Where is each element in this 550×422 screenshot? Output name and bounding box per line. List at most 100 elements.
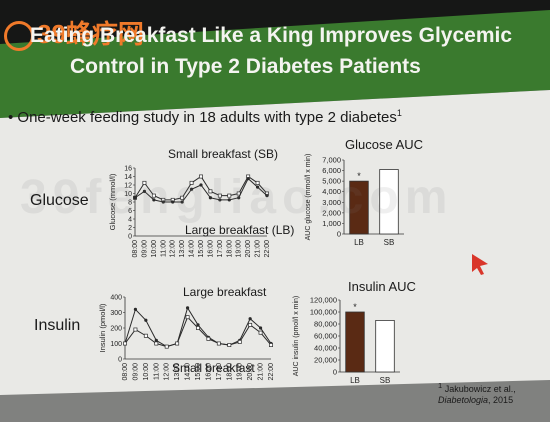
glucose-line-y-tick-label: 2 — [128, 225, 132, 232]
glucose-line-x-tick-label: 14:00 — [189, 240, 196, 258]
insulin-line-x-tick-label: 20:00 — [247, 363, 254, 381]
glucose-auc-y-tick-label: 6,000 — [322, 166, 341, 175]
insulin-auc-y-tick-label: 0 — [333, 368, 337, 377]
flower-icon — [4, 21, 34, 52]
glucose-line-y-tick-label: 0 — [128, 234, 132, 241]
glucose-line-point — [189, 180, 194, 185]
insulin-line-y-tick-label: 100 — [110, 341, 122, 348]
insulin-line-point — [196, 326, 200, 330]
insulin-line-x-tick-label: 18:00 — [226, 363, 233, 381]
bullet-footnote-mark: 1 — [396, 108, 402, 118]
glucose-auc-y-tick-label: 3,000 — [322, 198, 341, 207]
insulin-line-point — [206, 336, 211, 341]
insulin-line-point — [269, 343, 273, 348]
insulin-line-point — [143, 333, 148, 338]
glucose-line-x-tick-label: 17:00 — [217, 240, 224, 258]
insulin-auc-y-tick-label: 20,000 — [314, 356, 337, 365]
glucose-line-point — [180, 200, 184, 204]
insulin-line-y-axis-label: Insulin (pmol/l) — [98, 303, 107, 352]
glucose-line-x-tick-label: 11:00 — [160, 240, 167, 257]
row-label-insulin: Insulin — [34, 317, 81, 334]
glucose-line-x-tick-label: 13:00 — [179, 240, 186, 258]
glucose-line-point — [142, 180, 147, 185]
annotation-small-breakfast: Small breakfast — [172, 361, 255, 375]
insulin-auc-y-tick-label: 120,000 — [310, 296, 337, 305]
glucose-auc-y-tick-label: 1,000 — [322, 219, 341, 228]
glucose-line-point — [255, 185, 260, 189]
insulin-auc-significance-mark: * — [353, 302, 357, 312]
site-logo: 39蜂疗网 — [4, 14, 144, 52]
glucose-line-point — [208, 196, 213, 200]
insulin-line-x-tick-label: 13:00 — [174, 363, 181, 381]
study-bullet: • One-week feeding study in 18 adults wi… — [8, 108, 402, 126]
glucose-auc-y-tick-label: 4,000 — [322, 187, 341, 196]
insulin-line-point — [227, 343, 232, 348]
glucose-line-point — [171, 200, 175, 204]
glucose-auc-significance-mark: * — [357, 171, 361, 181]
glucose-line-point — [246, 177, 250, 181]
glucose-line-point — [208, 189, 213, 194]
row-label-glucose: Glucose — [30, 192, 89, 209]
slide-title-line2: Control in Type 2 Diabetes Patients — [70, 55, 421, 78]
insulin-auc-bar-chart: 0 20,000 40,000 60,000 80,000 100,000 120,000 A… — [293, 296, 400, 385]
insulin-line-x-tick-label: 19:00 — [237, 363, 244, 381]
insulin-line-chart: 0 100 200 300 400 08:00 09:00 10:00 11:00 12:00 13… — [98, 295, 275, 381]
logo-text: 39蜂疗网 — [37, 19, 144, 49]
glucose-line-y-tick-label: 12 — [124, 183, 132, 190]
glucose-line-point — [199, 183, 203, 187]
glucose-line-point — [152, 198, 156, 202]
glucose-line-x-tick-label: 12:00 — [170, 240, 177, 258]
glucose-line-x-tick-label: 22:00 — [264, 240, 271, 258]
insulin-auc-y-axis-label: AUC insulin (pmol/l x min) — [293, 296, 300, 377]
insulin-line-x-tick-label: 16:00 — [205, 363, 212, 381]
mouse-cursor-icon — [472, 254, 488, 275]
insulin-line-x-tick-label: 21:00 — [258, 363, 265, 381]
annotation-small-breakfast-sb: Small breakfast (SB) — [168, 147, 279, 161]
glucose-line-point — [151, 193, 156, 198]
glucose-auc-y-tick-label: 7,000 — [322, 156, 341, 165]
glucose-line-y-axis-label: Glucose (mmol/l) — [108, 173, 117, 230]
glucose-line-x-tick-label: 16:00 — [207, 240, 214, 258]
insulin-auc-bar-sb — [375, 319, 395, 373]
insulin-line-point — [144, 318, 148, 322]
glucose-line-point — [142, 189, 147, 193]
glucose-line-x-tick-label: 15:00 — [198, 240, 205, 258]
insulin-line-x-tick-label: 08:00 — [122, 363, 129, 381]
glucose-auc-y-tick-label: 2,000 — [322, 208, 341, 217]
reference-citation: 1 Jakubowicz et al., Diabetologia, 2015 — [438, 380, 516, 406]
reference-journal: Diabetologia — [438, 395, 489, 405]
annotation-large-breakfast: Large breakfast — [183, 285, 267, 299]
insulin-auc-y-tick-label: 40,000 — [314, 344, 337, 353]
reference-authors: Jakubowicz et al., — [444, 384, 516, 394]
glucose-auc-bar-sb — [379, 169, 399, 235]
glucose-auc-y-tick-label: 0 — [337, 230, 341, 239]
insulin-auc-category-label: LB — [350, 376, 360, 385]
glucose-auc-y-axis-label: AUC glucose (mmol/l x min) — [305, 154, 312, 241]
insulin-line-point — [237, 339, 242, 344]
insulin-line-point — [185, 315, 190, 320]
glucose-line-y-tick-label: 10 — [124, 191, 132, 198]
glucose-line-y-tick-label: 14 — [124, 174, 132, 181]
insulin-line-point — [175, 341, 180, 346]
glucose-line-x-tick-label: 20:00 — [245, 240, 252, 258]
site-watermark: 39fengliao.com — [20, 171, 454, 224]
glucose-line-point — [227, 193, 232, 198]
glucose-line-y-tick-label: 6 — [128, 208, 132, 215]
glucose-line-point — [218, 198, 222, 202]
bullet-text: One-week feeding study in 18 adults with… — [17, 109, 397, 126]
insulin-auc-y-tick-label: 60,000 — [314, 332, 337, 341]
glucose-line-point — [227, 198, 231, 202]
insulin-line-point — [258, 326, 263, 330]
glucose-line-point — [180, 195, 185, 200]
glucose-line-point — [199, 174, 203, 179]
insulin-line-point — [248, 322, 253, 327]
glucose-line-x-tick-label: 19:00 — [236, 240, 243, 258]
insulin-line-x-tick-label: 22:00 — [268, 363, 275, 381]
insulin-auc-y-tick-label: 80,000 — [314, 320, 337, 329]
glucose-line-point — [217, 193, 222, 198]
insulin-line-point — [248, 317, 252, 321]
glucose-line-point — [265, 194, 269, 198]
insulin-auc-y-tick-label: 100,000 — [310, 308, 337, 317]
reference-footnote-mark: 1 — [438, 381, 443, 390]
